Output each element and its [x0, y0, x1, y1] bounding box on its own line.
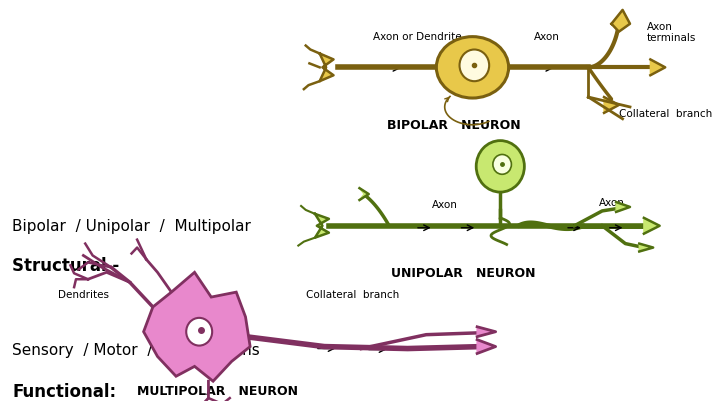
Text: Axon: Axon — [598, 198, 624, 208]
Polygon shape — [477, 327, 495, 337]
Text: UNIPOLAR   NEURON: UNIPOLAR NEURON — [391, 267, 536, 280]
Text: Axon: Axon — [200, 356, 226, 367]
Text: Axon or Dendrite: Axon or Dendrite — [372, 32, 462, 42]
Text: Cell soma: Cell soma — [447, 64, 498, 74]
Polygon shape — [477, 340, 495, 354]
Polygon shape — [611, 10, 630, 32]
Text: Axon: Axon — [534, 32, 559, 42]
Polygon shape — [143, 272, 250, 381]
Text: MULTIPOLAR   NEURON: MULTIPOLAR NEURON — [138, 385, 298, 398]
Text: Sensory  / Motor  /  Interneurons: Sensory / Motor / Interneurons — [12, 343, 260, 358]
Polygon shape — [315, 214, 329, 238]
Text: Structural -: Structural - — [12, 257, 120, 275]
Text: BIPOLAR   NEURON: BIPOLAR NEURON — [387, 119, 521, 132]
Text: Functional:: Functional: — [12, 383, 116, 401]
Text: Dendrites: Dendrites — [58, 290, 109, 300]
Circle shape — [186, 318, 212, 345]
Text: Axon: Axon — [432, 200, 458, 210]
Text: Collateral  branch: Collateral branch — [306, 290, 399, 300]
Polygon shape — [320, 53, 333, 81]
Text: Collateral  branch: Collateral branch — [619, 109, 712, 119]
Text: Axon
terminals: Axon terminals — [647, 22, 696, 43]
Polygon shape — [616, 202, 630, 212]
Ellipse shape — [436, 36, 508, 98]
Polygon shape — [639, 243, 653, 252]
Circle shape — [476, 141, 524, 192]
Polygon shape — [644, 218, 660, 234]
Polygon shape — [650, 60, 665, 75]
Text: Bipolar  / Unipolar  /  Multipolar: Bipolar / Unipolar / Multipolar — [12, 219, 251, 234]
Circle shape — [459, 49, 489, 81]
Polygon shape — [604, 97, 619, 113]
Polygon shape — [359, 188, 369, 200]
Circle shape — [493, 154, 511, 174]
